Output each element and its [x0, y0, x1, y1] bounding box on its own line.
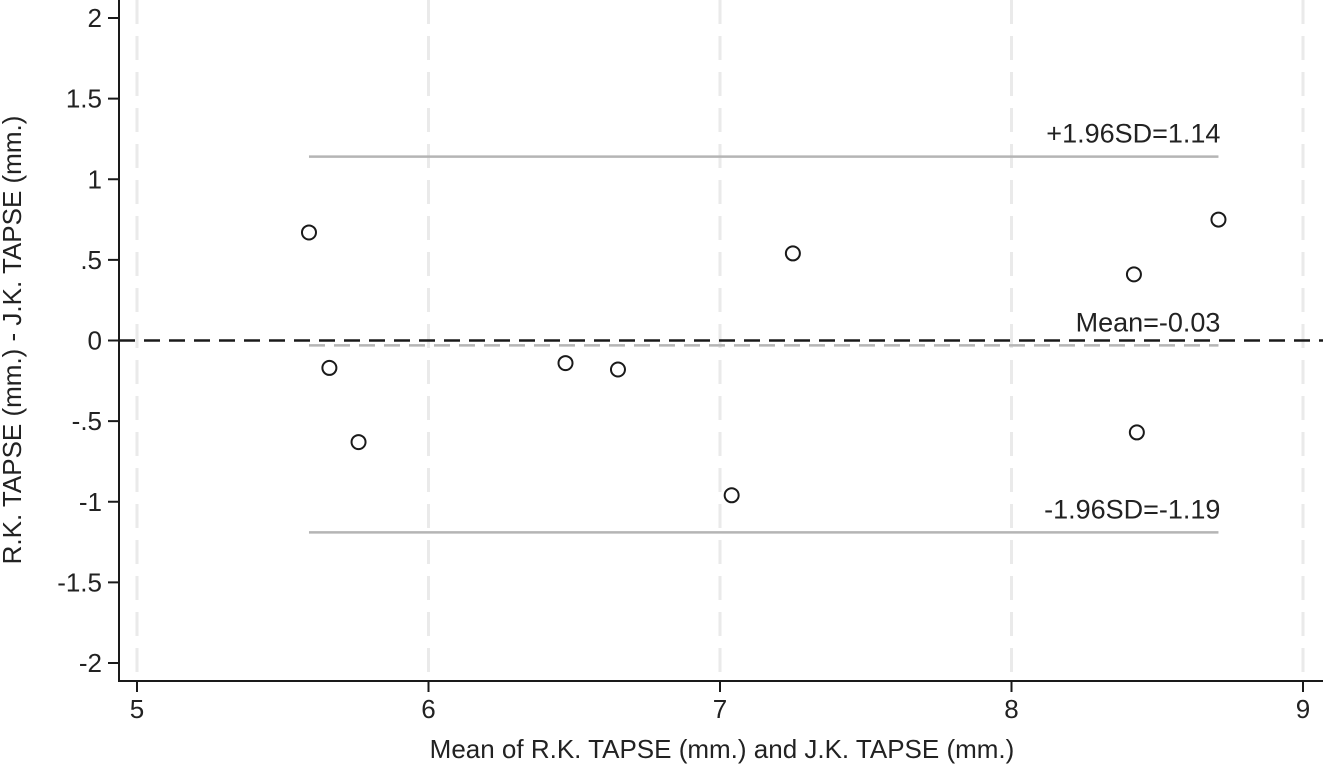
- upper-loa-label: +1.96SD=1.14: [1046, 119, 1220, 149]
- y-tick-label: .5: [80, 245, 102, 275]
- data-point: [557, 355, 574, 372]
- y-tick-label: -1: [79, 487, 102, 517]
- data-point: [784, 245, 801, 262]
- data-point: [1128, 424, 1145, 441]
- x-tick-label: 7: [713, 694, 727, 724]
- x-axis-ticks: 5 6 7 8 9: [130, 681, 1310, 724]
- y-tick-label: -1.5: [57, 567, 102, 597]
- y-tick-label: 0: [88, 326, 102, 356]
- annotations: Mean=-0.03 +1.96SD=1.14 -1.96SD=-1.19: [1044, 119, 1220, 525]
- data-points: [300, 211, 1227, 504]
- x-tick-label: 5: [130, 694, 144, 724]
- data-point: [723, 487, 740, 504]
- data-point: [321, 359, 338, 376]
- y-tick-label: -.5: [72, 406, 102, 436]
- reference-lines: [119, 155, 1323, 534]
- lower-loa-label: -1.96SD=-1.19: [1044, 494, 1220, 524]
- data-point: [1125, 266, 1142, 283]
- x-tick-label: 8: [1004, 694, 1018, 724]
- y-axis-label: R.K. TAPSE (mm.) - J.K. TAPSE (mm.): [0, 116, 27, 565]
- y-tick-label: 1.5: [66, 84, 102, 114]
- y-tick-label: -2: [79, 648, 102, 678]
- data-point: [1210, 211, 1227, 228]
- y-tick-label: 2: [88, 3, 102, 33]
- x-axis-label: Mean of R.K. TAPSE (mm.) and J.K. TAPSE …: [430, 734, 1015, 764]
- y-axis-ticks: 21.51.50-.5-1-1.5-2: [57, 3, 119, 678]
- data-point: [350, 434, 367, 451]
- mean-label: Mean=-0.03: [1076, 307, 1221, 337]
- data-point: [609, 361, 626, 378]
- y-tick-label: 1: [88, 164, 102, 194]
- x-tick-label: 6: [421, 694, 435, 724]
- x-tick-label: 9: [1296, 694, 1310, 724]
- data-point: [300, 224, 317, 241]
